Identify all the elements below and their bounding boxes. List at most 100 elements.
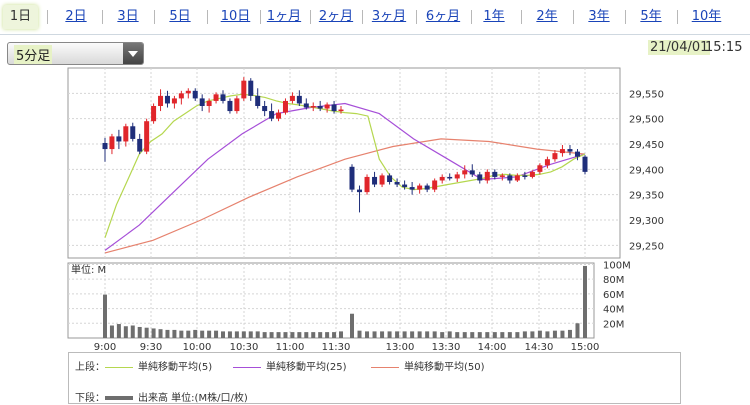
candle-body xyxy=(372,176,378,185)
tab-12[interactable]: 3年 xyxy=(588,9,610,24)
candle-body xyxy=(192,90,198,99)
volume-tick-label: 100M xyxy=(603,260,631,271)
price-date: 21/04/01 xyxy=(648,40,711,55)
candle-body xyxy=(234,98,240,112)
candle-body xyxy=(331,104,337,112)
x-tick-label: 13:30 xyxy=(432,342,461,353)
volume-bar xyxy=(432,331,437,338)
candle-body xyxy=(402,184,408,188)
candle-body xyxy=(116,136,122,142)
tab-3[interactable]: 3日 xyxy=(117,9,139,24)
tab-separator xyxy=(573,10,574,24)
price-tick-label: 29,300 xyxy=(629,216,664,227)
volume-bar xyxy=(123,326,128,338)
volume-bar xyxy=(545,331,550,338)
tab-separator xyxy=(102,10,103,24)
volume-bar xyxy=(137,326,142,338)
x-tick-label: 9:30 xyxy=(140,342,162,353)
volume-bar xyxy=(186,330,191,338)
volume-bar xyxy=(179,330,184,338)
x-tick-label: 11:30 xyxy=(322,342,351,353)
candle-body xyxy=(559,149,565,154)
candle-body xyxy=(349,166,355,190)
volume-bar xyxy=(214,330,219,338)
x-tick-label: 10:00 xyxy=(183,342,212,353)
candle-body xyxy=(364,176,370,193)
volume-bar xyxy=(500,332,505,338)
volume-bar xyxy=(290,332,295,338)
candle-body xyxy=(241,80,247,99)
legend-ma50: 単純移動平均(50) xyxy=(371,358,485,373)
candle-body xyxy=(484,171,490,181)
volume-bar xyxy=(332,332,337,338)
price-tick-label: 29,500 xyxy=(629,115,664,126)
volume-bar xyxy=(410,331,415,338)
tab-6[interactable]: 1ヶ月 xyxy=(266,9,302,24)
volume-bar xyxy=(130,325,135,338)
legend-upper-label: 上段： xyxy=(75,362,105,373)
volume-bar xyxy=(158,329,163,338)
volume-tick-label: 60M xyxy=(603,290,624,301)
tab-5[interactable]: 10日 xyxy=(220,9,251,24)
volume-bar xyxy=(262,332,267,338)
candle-body xyxy=(338,109,344,112)
tab-14[interactable]: 10年 xyxy=(691,9,722,24)
volume-bar xyxy=(276,332,281,338)
legend-ma25-swatch xyxy=(233,366,261,368)
interval-select[interactable]: 5分足 xyxy=(7,42,144,65)
chart-legend: 上段： 単純移動平均(5) 単純移動平均(25) 単純移動平均(50) 下段： … xyxy=(68,352,681,404)
volume-bar xyxy=(357,330,362,338)
volume-bar xyxy=(440,332,445,338)
volume-bar xyxy=(402,331,407,338)
tab-9[interactable]: 6ヶ月 xyxy=(425,9,461,24)
legend-ma5: 単純移動平均(5) xyxy=(105,358,212,373)
legend-volume-swatch xyxy=(105,396,133,400)
volume-bar xyxy=(485,332,490,338)
candle-body xyxy=(282,100,288,113)
price-time: 15:15 xyxy=(705,40,743,55)
tab-10[interactable]: 1年 xyxy=(483,9,505,24)
tab-separator xyxy=(677,10,678,24)
candle-body xyxy=(269,111,275,119)
candle-body xyxy=(492,171,498,177)
tab-13[interactable]: 5年 xyxy=(640,9,662,24)
legend-ma5-label: 単純移動平均(5) xyxy=(138,362,213,373)
price-tick-label: 29,450 xyxy=(629,140,664,151)
volume-bar xyxy=(325,332,330,338)
volume-bar xyxy=(109,325,114,338)
candle-body xyxy=(151,106,157,122)
tab-8[interactable]: 3ヶ月 xyxy=(371,9,407,24)
tab-4[interactable]: 5日 xyxy=(169,9,191,24)
candle-body xyxy=(552,153,558,160)
candle-body xyxy=(123,126,129,142)
tab-11[interactable]: 2年 xyxy=(536,9,558,24)
x-tick-label: 14:30 xyxy=(525,342,554,353)
price-tick-label: 29,250 xyxy=(629,241,664,252)
x-tick-label: 10:30 xyxy=(230,342,259,353)
tab-7[interactable]: 2ヶ月 xyxy=(318,9,354,24)
candle-body xyxy=(185,90,191,94)
candle-body xyxy=(499,175,505,177)
candle-body xyxy=(567,149,573,152)
candle-body xyxy=(158,95,164,106)
dropdown-button[interactable] xyxy=(123,43,143,64)
candle-body xyxy=(409,187,415,190)
volume-bar xyxy=(304,332,309,338)
ma50-line xyxy=(104,138,586,254)
volume-bar xyxy=(380,331,385,338)
tab-1[interactable]: 1日 xyxy=(3,5,38,29)
x-tick-label: 15:00 xyxy=(571,342,600,353)
legend-ma5-swatch xyxy=(105,366,133,368)
candle-body xyxy=(582,156,588,172)
tab-separator xyxy=(625,10,626,24)
volume-bar xyxy=(339,331,343,338)
candle-body xyxy=(424,185,430,190)
volume-bar xyxy=(283,332,288,338)
volume-bar xyxy=(193,329,198,338)
volume-unit-label: 単位: M xyxy=(71,263,106,276)
tab-2[interactable]: 2日 xyxy=(65,9,87,24)
tab-separator xyxy=(206,10,208,24)
volume-bar xyxy=(116,324,121,338)
ma5-line xyxy=(104,93,586,238)
